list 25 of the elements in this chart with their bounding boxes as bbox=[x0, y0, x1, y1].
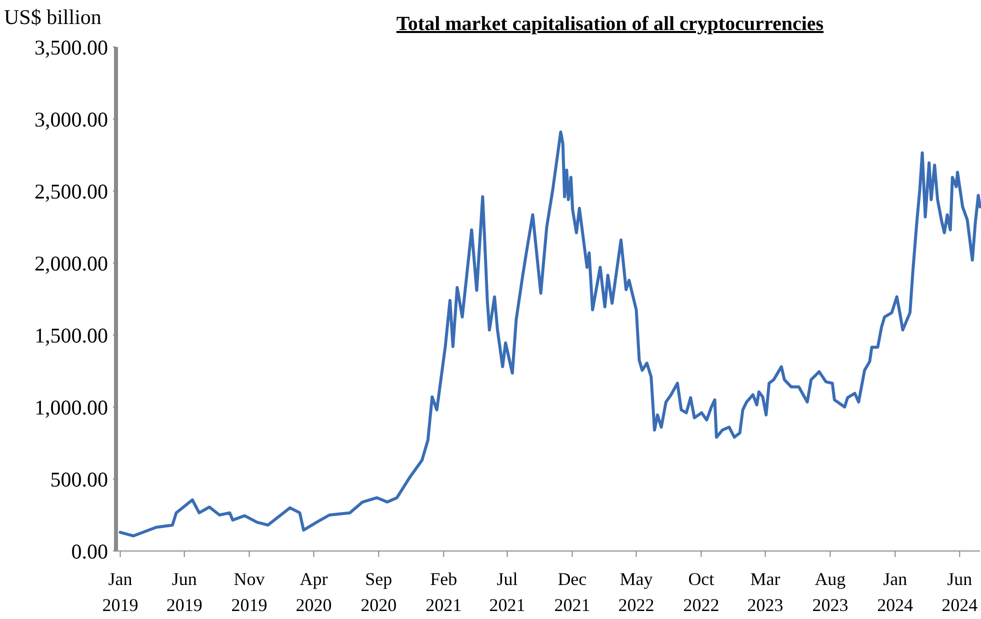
x-tick-label: May 2022 bbox=[618, 569, 654, 615]
x-tick-label: Mar 2023 bbox=[747, 569, 784, 615]
y-tick-label: 1,500.00 bbox=[34, 323, 108, 348]
x-tick-label: Jan 2019 bbox=[102, 569, 138, 615]
x-tick-label: Jul 2021 bbox=[489, 569, 526, 615]
y-tick-label: 500.00 bbox=[50, 467, 108, 492]
chart-title: Total market capitalisation of all cryptocurrencies bbox=[396, 13, 824, 35]
y-tick-label: 0.00 bbox=[71, 539, 108, 564]
x-tick-label: Apr 2020 bbox=[296, 569, 332, 615]
x-tick-label: Jun 2019 bbox=[166, 569, 202, 615]
x-tick-label: Dec 2021 bbox=[554, 569, 590, 615]
y-tick-label: 3,500.00 bbox=[34, 35, 108, 60]
x-tick-label: Aug 2023 bbox=[812, 569, 848, 615]
y-tick-label: 3,000.00 bbox=[34, 107, 108, 132]
x-tick-label: Jan 2024 bbox=[877, 569, 914, 615]
y-tick-label: 2,500.00 bbox=[34, 179, 108, 204]
x-tick-label: Jun 2024 bbox=[942, 569, 978, 615]
x-tick-label: Sep 2020 bbox=[360, 569, 397, 615]
x-tick-label: Feb 2021 bbox=[426, 569, 462, 615]
y-tick-label: 2,000.00 bbox=[34, 251, 108, 276]
y-tick-label: 1,000.00 bbox=[34, 395, 108, 420]
x-tick-label: Oct 2022 bbox=[683, 569, 720, 615]
line-series bbox=[118, 130, 981, 538]
x-tick-label: Nov 2019 bbox=[231, 569, 268, 615]
y-axis-title: US$ billion bbox=[4, 5, 102, 29]
